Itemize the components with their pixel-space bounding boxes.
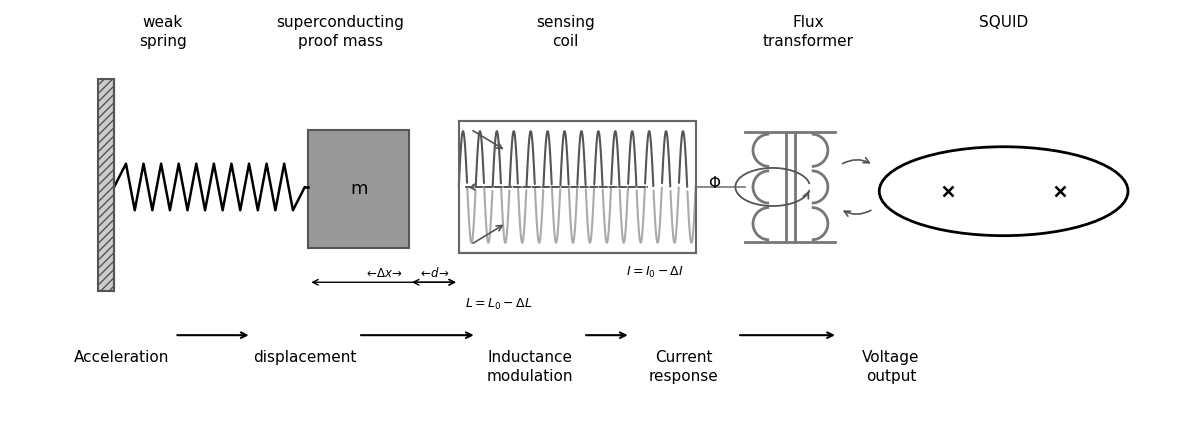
- Text: Voltage
output: Voltage output: [863, 350, 920, 384]
- Text: weak
spring: weak spring: [139, 15, 187, 49]
- Text: Acceleration: Acceleration: [74, 350, 169, 365]
- Text: $\leftarrow\!\Delta x\!\rightarrow$: $\leftarrow\!\Delta x\!\rightarrow$: [364, 267, 403, 280]
- Text: m: m: [350, 180, 368, 198]
- Bar: [98, 79, 114, 291]
- Text: Current
response: Current response: [649, 350, 719, 384]
- Text: superconducting
proof mass: superconducting proof mass: [276, 15, 405, 49]
- Text: sensing
coil: sensing coil: [536, 15, 595, 49]
- Text: $\Phi$: $\Phi$: [708, 175, 721, 191]
- Text: SQUID: SQUID: [979, 15, 1028, 30]
- Text: Flux
transformer: Flux transformer: [763, 15, 853, 49]
- Text: $\leftarrow\!d\!\rightarrow$: $\leftarrow\!d\!\rightarrow$: [418, 266, 450, 280]
- Bar: [308, 130, 409, 248]
- Text: $L = L_0 - \Delta L$: $L = L_0 - \Delta L$: [465, 297, 532, 312]
- Text: displacement: displacement: [253, 350, 357, 365]
- Text: Inductance
modulation: Inductance modulation: [487, 350, 574, 384]
- Bar: [459, 121, 696, 253]
- Text: $I = I_0 - \Delta I$: $I = I_0 - \Delta I$: [626, 265, 684, 281]
